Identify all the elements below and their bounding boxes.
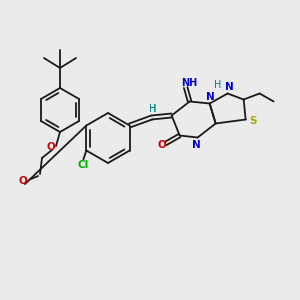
Text: H: H bbox=[214, 80, 221, 91]
Text: N: N bbox=[192, 140, 201, 149]
Text: N: N bbox=[225, 82, 234, 92]
Text: H: H bbox=[149, 104, 156, 115]
Text: O: O bbox=[157, 140, 166, 151]
Text: Cl: Cl bbox=[78, 160, 89, 170]
Text: NH: NH bbox=[182, 77, 198, 88]
Text: O: O bbox=[46, 142, 56, 152]
Text: S: S bbox=[249, 116, 256, 127]
Text: N: N bbox=[206, 92, 215, 101]
Text: H: H bbox=[149, 104, 156, 115]
Text: O: O bbox=[19, 176, 27, 186]
